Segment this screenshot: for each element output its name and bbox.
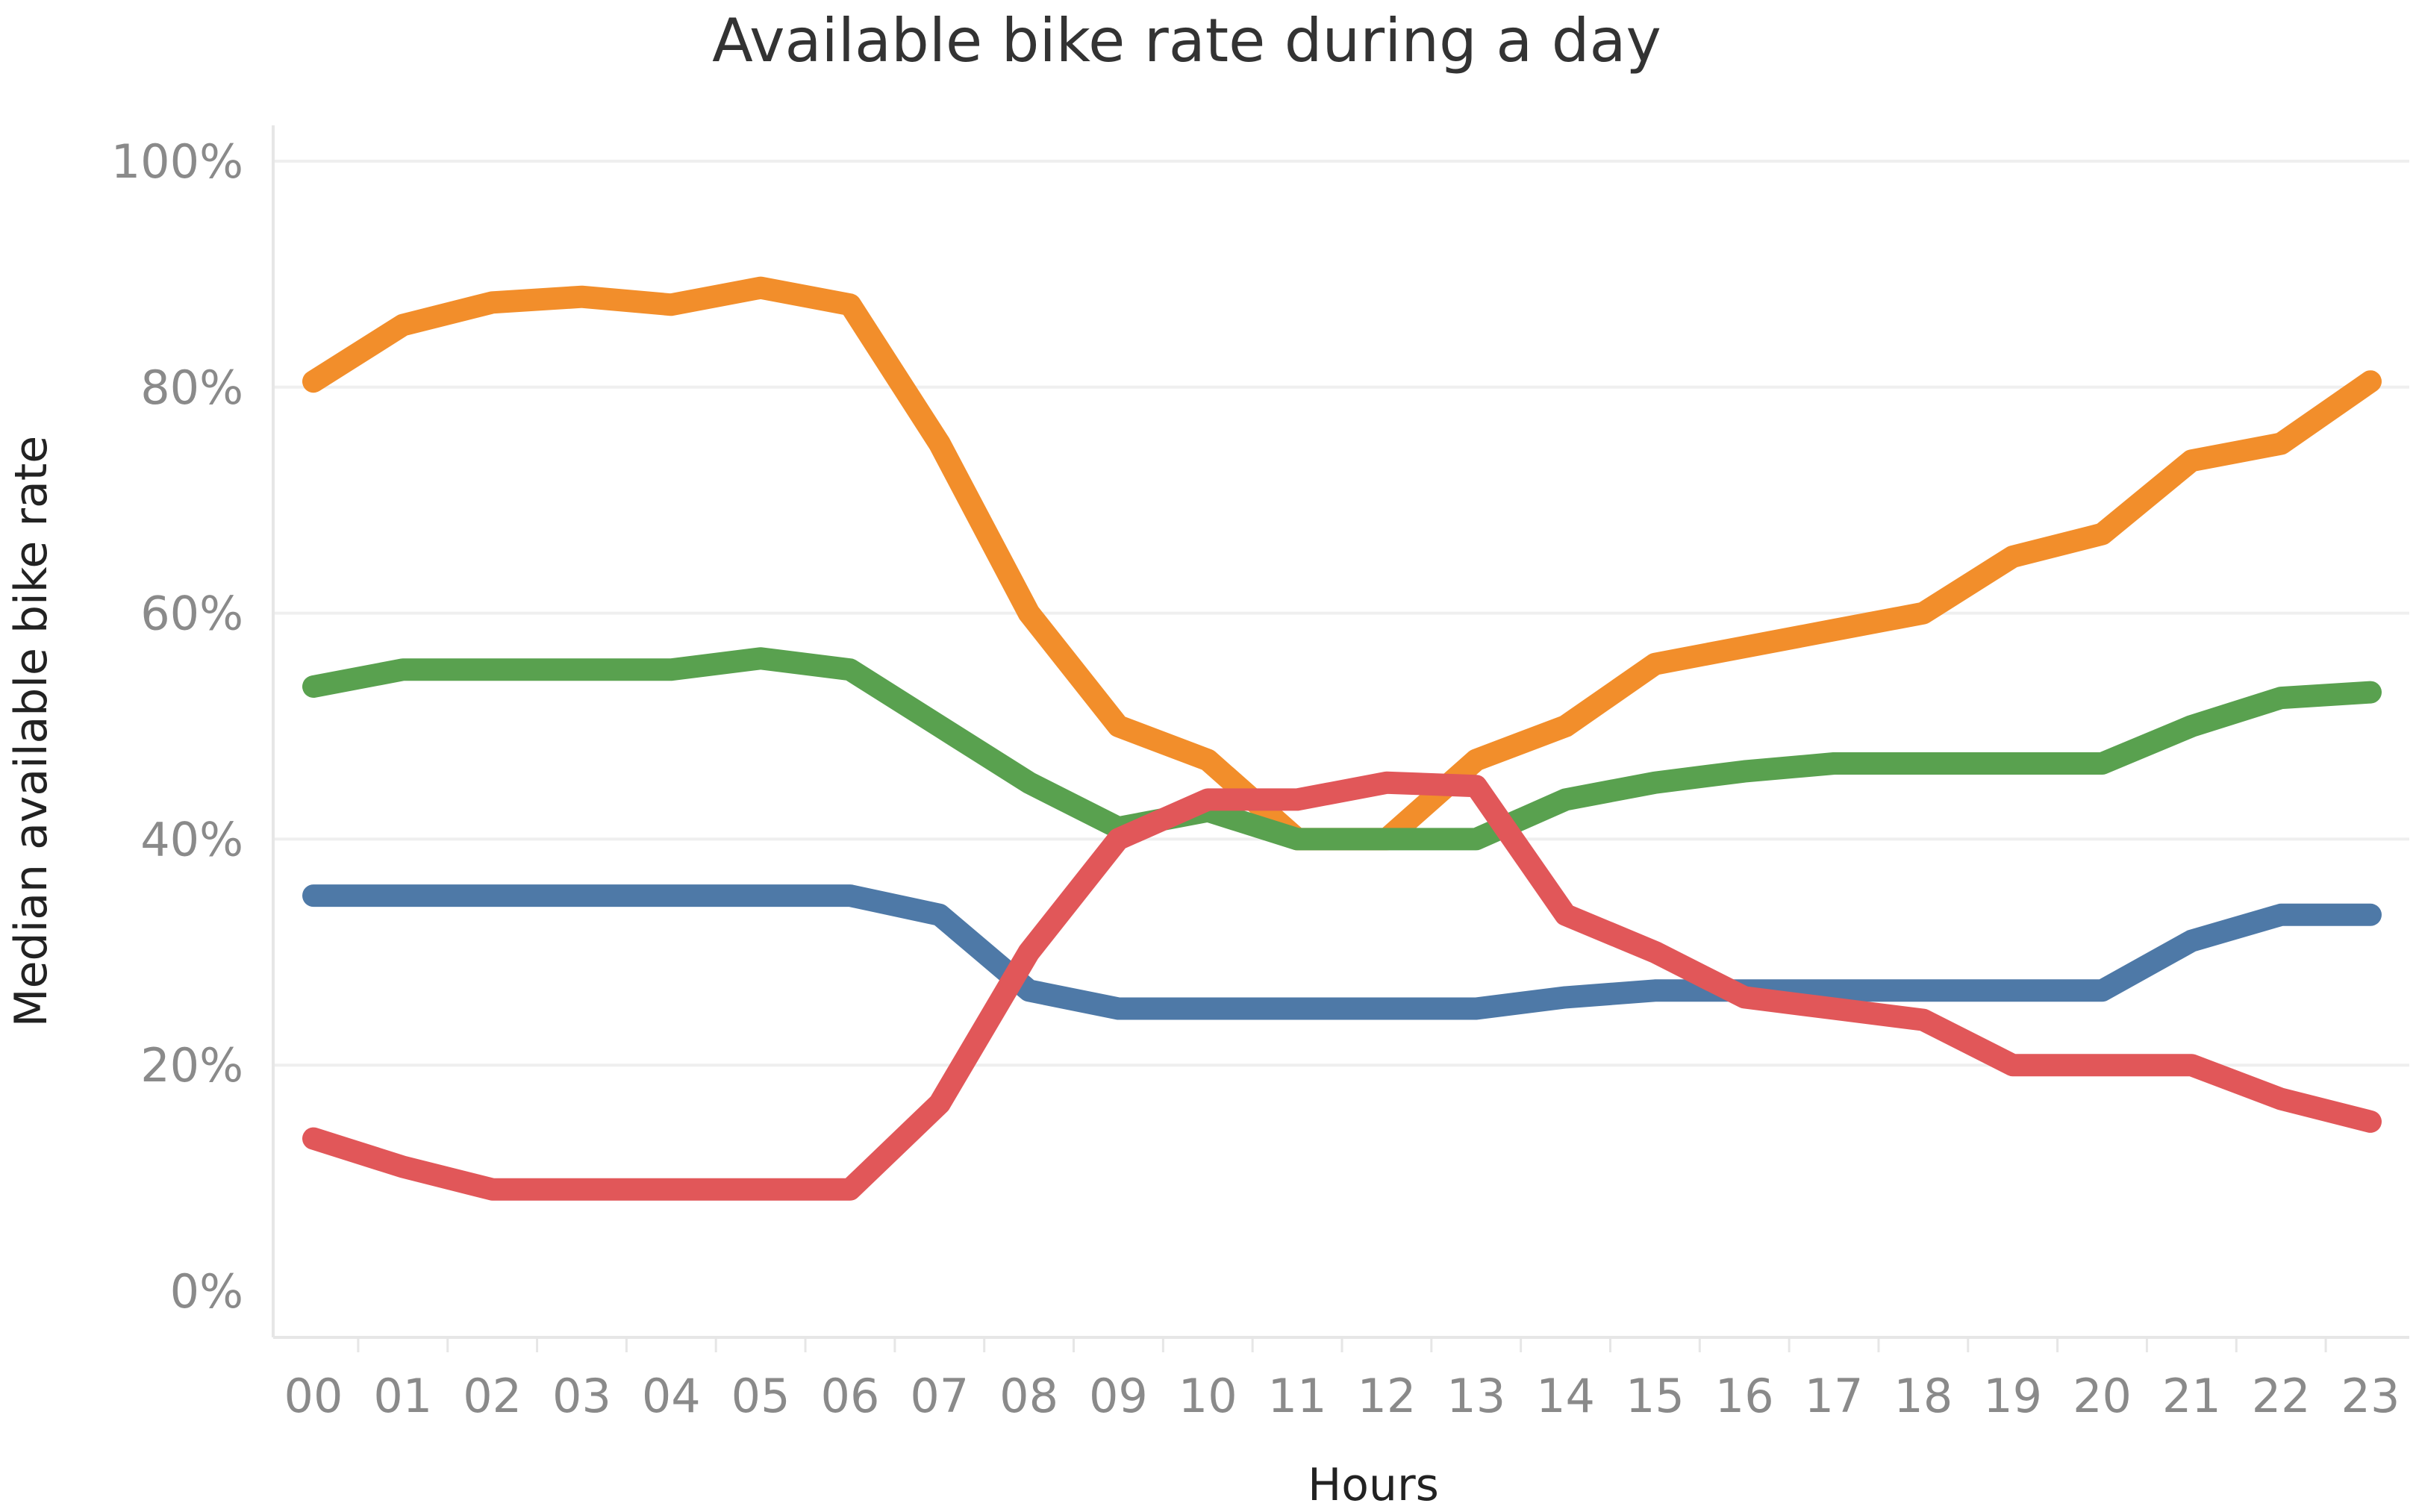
x-tick-label: 16	[1715, 1369, 1774, 1423]
x-tick-label: 03	[552, 1369, 611, 1423]
x-tick-label: 21	[2162, 1369, 2221, 1423]
x-tick-label: 04	[642, 1369, 701, 1423]
chart-title: Available bike rate during a day	[712, 6, 1661, 75]
y-tick-label: 60%	[140, 587, 243, 641]
x-tick-label: 09	[1089, 1369, 1148, 1423]
x-tick-label: 07	[910, 1369, 969, 1423]
x-tick-label: 18	[1894, 1369, 1953, 1423]
x-tick-label: 17	[1805, 1369, 1864, 1423]
x-axis-ticks: 00 01 02 03 04 05 06 07 08 09 10 11 12 13 14 15 16 17 18 19…	[284, 1337, 2400, 1423]
x-tick-label: 12	[1357, 1369, 1416, 1423]
x-tick-label: 02	[463, 1369, 522, 1423]
x-tick-label: 10	[1179, 1369, 1237, 1423]
x-tick-label: 14	[1536, 1369, 1595, 1423]
x-tick-label: 00	[284, 1369, 343, 1423]
x-tick-label: 05	[731, 1369, 790, 1423]
x-tick-label: 22	[2252, 1369, 2311, 1423]
x-tick-label: 01	[373, 1369, 432, 1423]
x-tick-label: 19	[1983, 1369, 2042, 1423]
x-tick-label: 06	[821, 1369, 880, 1423]
series-lines	[302, 276, 2382, 1201]
y-tick-label: 20%	[140, 1038, 243, 1093]
series-line-2	[302, 647, 2382, 851]
series-line-4	[302, 771, 2382, 1201]
y-tick-label: 40%	[140, 812, 243, 866]
series-line-3	[302, 884, 2382, 1020]
x-tick-label: 23	[2341, 1369, 2400, 1423]
x-tick-label: 20	[2073, 1369, 2132, 1423]
x-tick-label: 13	[1446, 1369, 1505, 1423]
y-tick-label: 0%	[170, 1264, 243, 1319]
x-axis-label: Hours	[1308, 1459, 1439, 1511]
x-tick-label: 15	[1626, 1369, 1685, 1423]
x-tick-label: 11	[1268, 1369, 1327, 1423]
y-tick-label: 100%	[111, 134, 243, 189]
y-axis-ticks: 0% 20% 40% 60% 80% 100%	[111, 134, 243, 1319]
y-tick-label: 80%	[140, 360, 243, 415]
x-tick-label: 08	[999, 1369, 1058, 1423]
y-axis-label: Median available bike rate	[5, 436, 57, 1027]
